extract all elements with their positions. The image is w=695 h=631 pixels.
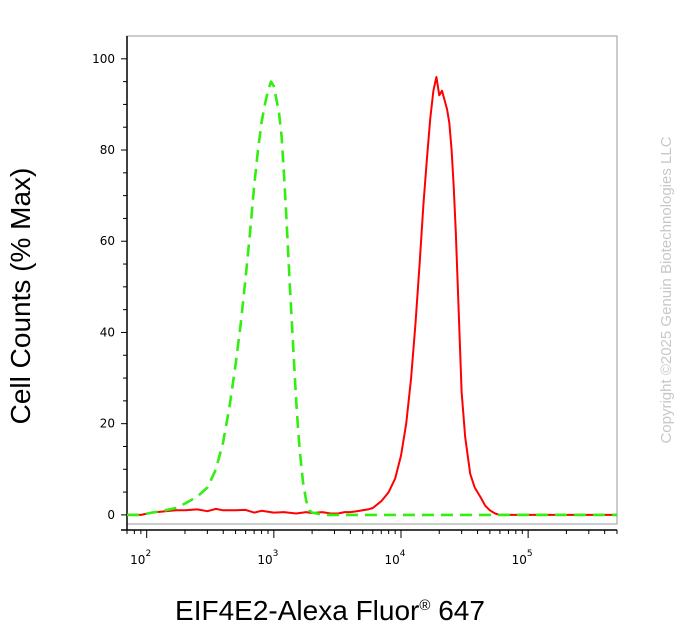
x-tick-base: 10	[512, 553, 527, 567]
x-tick-base: 10	[130, 553, 145, 567]
y-tick-label: 80	[100, 143, 115, 157]
series-line-1	[127, 76, 617, 516]
minor-ticks	[126, 530, 618, 538]
x-axis-label: EIF4E2-Alexa Fluor® 647	[175, 595, 485, 626]
x-tick-exponent: 5	[527, 549, 533, 559]
x-tick-label: 104	[384, 549, 405, 567]
x-tick-label: 102	[130, 549, 151, 567]
x-axis-label-mark: ®	[419, 597, 430, 614]
y-tick-label: 20	[100, 417, 115, 431]
x-tick-base: 10	[257, 553, 272, 567]
series-layer	[127, 76, 617, 517]
y-axis-ticks: 0 20 40 60 80 100	[92, 52, 127, 522]
x-tick-exponent: 3	[273, 549, 279, 559]
x-tick-base: 10	[384, 553, 399, 567]
x-tick-label: 105	[512, 549, 533, 567]
y-axis-label: Cell Counts (% Max)	[5, 168, 36, 425]
copyright-watermark: Copyright ©2025 Genuin Biotechnologies L…	[658, 136, 675, 443]
plot-frame	[126, 35, 618, 525]
series-line-2	[127, 80, 617, 517]
x-axis-label-suffix: 647	[430, 595, 485, 626]
x-axis-label-main: EIF4E2-Alexa Fluor	[175, 595, 419, 626]
y-tick-label: 0	[107, 508, 115, 522]
x-tick-exponent: 4	[400, 549, 406, 559]
x-tick-exponent: 2	[145, 549, 151, 559]
y-tick-label: 40	[100, 325, 115, 339]
x-tick-label: 103	[257, 549, 278, 567]
x-axis-ticks: 102 103 104 105	[130, 549, 532, 567]
y-tick-label: 60	[100, 234, 115, 248]
y-tick-label: 100	[92, 52, 115, 66]
